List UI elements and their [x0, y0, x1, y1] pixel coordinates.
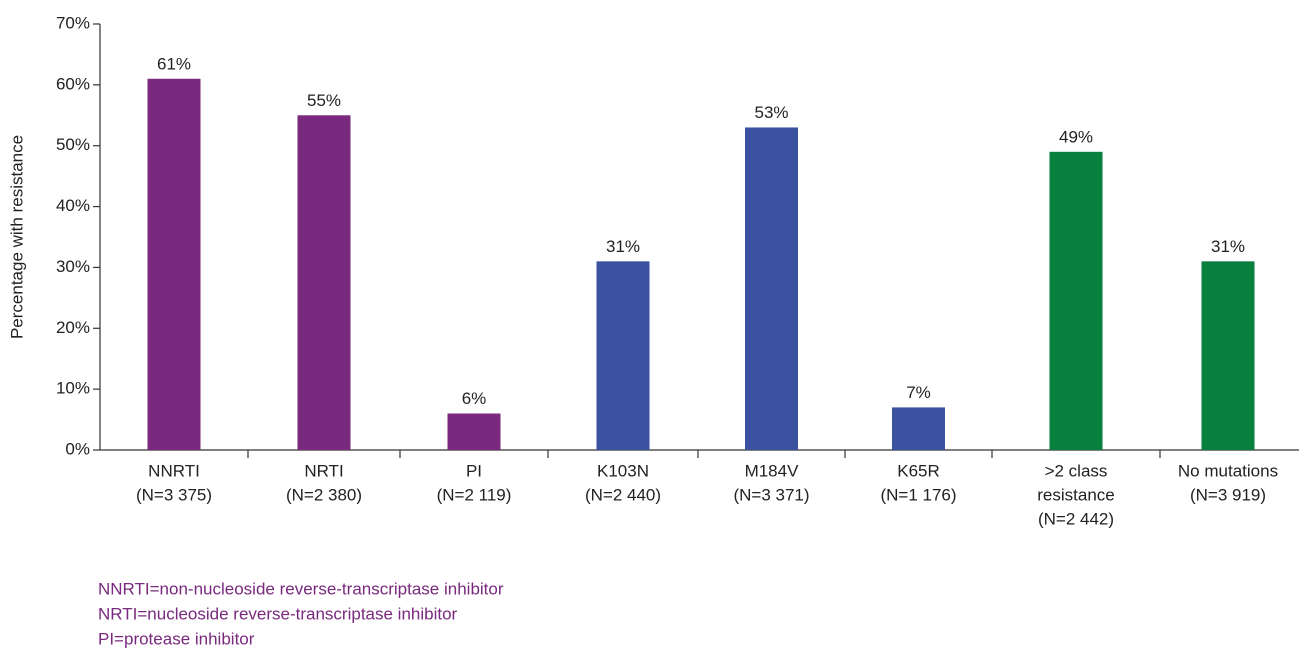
bar — [447, 413, 501, 450]
x-tick-label: M184V — [745, 461, 800, 480]
value-label: 31% — [606, 237, 640, 256]
footnote: NNRTI=non-nucleoside reverse-transcripta… — [98, 579, 504, 598]
x-tick-label: resistance — [1037, 485, 1114, 504]
x-tick-label: (N=2 380) — [286, 485, 362, 504]
bar — [596, 261, 650, 450]
y-tick-label: 50% — [56, 135, 90, 154]
value-label: 31% — [1211, 237, 1245, 256]
value-label: 53% — [754, 103, 788, 122]
x-tick-label: (N=3 371) — [733, 485, 809, 504]
y-tick-label: 30% — [56, 257, 90, 276]
x-tick-label: (N=2 440) — [585, 485, 661, 504]
x-tick-label: (N=3 375) — [136, 485, 212, 504]
bar — [892, 407, 945, 450]
x-tick-label: >2 class — [1045, 461, 1108, 480]
footnote: NRTI=nucleoside reverse-transcriptase in… — [98, 604, 458, 623]
x-tick-label: K65R — [897, 461, 940, 480]
x-tick-label: (N=1 176) — [880, 485, 956, 504]
x-tick-label: PI — [466, 461, 482, 480]
footnote: PI=protease inhibitor — [98, 629, 255, 648]
bar — [1049, 151, 1103, 451]
y-tick-label: 70% — [56, 13, 90, 32]
x-tick-label: (N=3 919) — [1190, 485, 1266, 504]
x-tick-label: NRTI — [304, 461, 343, 480]
y-tick-label: 20% — [56, 318, 90, 337]
y-tick-label: 10% — [56, 379, 90, 398]
x-tick-label: (N=2 442) — [1038, 509, 1114, 528]
value-label: 61% — [157, 54, 191, 73]
y-axis-label: Percentage with resistance — [7, 135, 26, 339]
y-tick-label: 60% — [56, 74, 90, 93]
value-label: 6% — [462, 389, 487, 408]
y-tick-label: 40% — [56, 196, 90, 215]
value-label: 55% — [307, 91, 341, 110]
value-label: 7% — [906, 383, 931, 402]
x-tick-label: (N=2 119) — [437, 485, 512, 504]
bar — [745, 127, 798, 450]
x-tick-label: NNRTI — [148, 461, 200, 480]
bar — [1201, 261, 1255, 450]
bar — [297, 115, 351, 451]
x-tick-label: K103N — [597, 461, 649, 480]
x-tick-label: No mutations — [1178, 461, 1278, 480]
bar — [147, 78, 201, 451]
value-label: 49% — [1059, 127, 1093, 146]
y-tick-label: 0% — [65, 439, 90, 458]
